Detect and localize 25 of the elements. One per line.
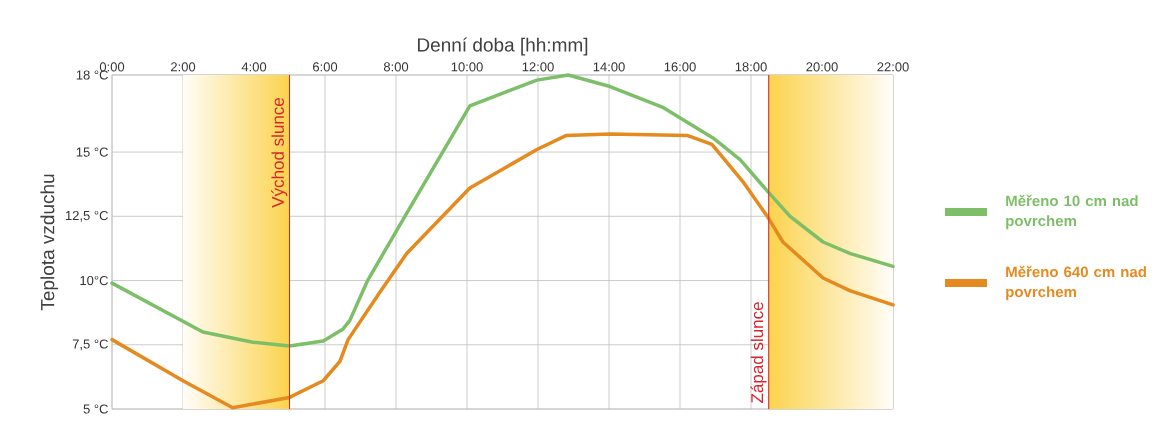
legend-label: Měřeno 10 cm nad povrchem (1006, 194, 1138, 230)
x-tick-label: 8:00 (383, 62, 409, 72)
y-tick-label: 18 °C (76, 70, 108, 80)
x-tick-label: 18:00 (735, 62, 767, 72)
x-tick-label: 12:00 (522, 62, 554, 72)
x-tick-label: 2:00 (171, 62, 196, 72)
x-tick-label: 22:00 (877, 62, 909, 72)
x-tick-label: 4:00 (241, 62, 267, 72)
y-tick-label: 15 °C (76, 147, 108, 157)
x-tick-label: 20:00 (806, 62, 838, 72)
ref-line-label: Východ slunce (271, 98, 288, 208)
y-tick-label: 12,5 °C (65, 210, 108, 222)
x-tick-label: 6:00 (313, 62, 338, 72)
y-tick-label: 5 °C (83, 404, 108, 414)
x-tick-label: 0:00 (99, 62, 125, 72)
y-axis-title: Teplota vzduchu (40, 174, 59, 311)
line-series (110, 73, 895, 348)
x-tick-label: 10:00 (451, 62, 483, 72)
x-axis-title: Denní doba [hh:mm] (417, 37, 588, 56)
x-tick-label: 14:00 (593, 62, 625, 72)
y-tick-label: 7,5 °C (72, 339, 108, 351)
legend-label: Měřeno 640 cm nad povrchem (1006, 265, 1146, 301)
x-tick-label: 16:00 (664, 62, 696, 72)
y-tick-label: 10°C (80, 275, 108, 286)
ref-line-label: Západ slunce (750, 302, 767, 403)
